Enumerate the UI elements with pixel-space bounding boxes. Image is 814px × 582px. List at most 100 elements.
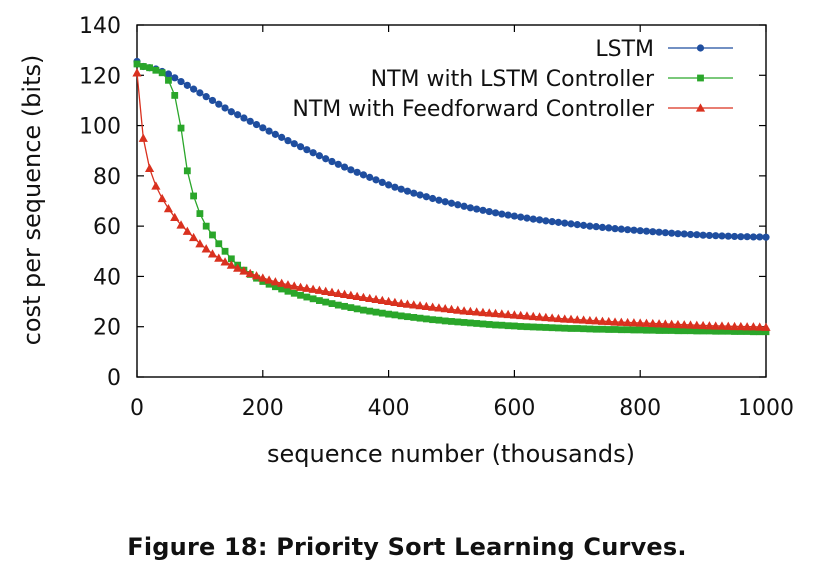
data-point: [661, 327, 669, 334]
data-point: [705, 327, 713, 335]
data-point: [265, 127, 273, 135]
data-point: [315, 152, 324, 160]
data-point: [687, 327, 694, 335]
data-point: [284, 137, 292, 145]
data-point: [479, 206, 487, 214]
data-point: [724, 232, 732, 240]
data-point: [372, 308, 380, 316]
figure-caption: Figure 18: Priority Sort Learning Curves…: [127, 533, 687, 561]
data-point: [170, 212, 180, 222]
data-point: [360, 306, 367, 314]
axes: 0 20 40 60 80 100 120 140 0 200 400 600 800 1000: [79, 14, 794, 421]
data-point: [270, 277, 280, 286]
data-point: [485, 207, 493, 216]
data-point: [251, 271, 262, 280]
data-point: [391, 311, 399, 319]
data-point: [215, 240, 223, 248]
data-point: [460, 319, 468, 326]
data-point: [560, 314, 570, 323]
data-point: [737, 233, 745, 241]
data-point: [523, 214, 531, 222]
data-point: [278, 133, 286, 141]
data-point: [264, 275, 274, 284]
data-point: [610, 317, 620, 326]
data-point: [509, 310, 519, 319]
legend-entry: LSTM: [595, 37, 733, 62]
data-point: [692, 320, 702, 329]
data-point: [402, 299, 413, 308]
data-point: [660, 319, 670, 328]
data-point: [649, 228, 657, 236]
data-point: [648, 318, 658, 328]
data-point: [561, 219, 569, 227]
data-point: [132, 68, 142, 77]
data-point: [214, 253, 224, 262]
data-point: [750, 328, 757, 336]
data-point: [693, 231, 701, 239]
data-point: [152, 66, 160, 74]
data-point: [221, 104, 229, 112]
data-point: [756, 233, 764, 241]
data-point: [503, 309, 513, 319]
data-point: [693, 327, 701, 335]
data-point: [340, 163, 349, 171]
data-point: [220, 257, 230, 266]
data-point: [297, 291, 304, 299]
data-point: [497, 309, 507, 318]
data-point: [592, 325, 600, 333]
data-point: [573, 325, 581, 332]
data-point: [339, 289, 350, 298]
data-point: [190, 192, 198, 200]
data-point: [151, 181, 161, 190]
data-point: [679, 320, 689, 329]
data-point: [528, 311, 538, 321]
data-point: [598, 223, 607, 231]
data-point: [346, 290, 356, 299]
x-tick-label: 0: [130, 396, 144, 421]
data-point: [378, 178, 386, 186]
data-point: [491, 209, 500, 217]
data-point: [403, 187, 412, 195]
data-point: [673, 319, 683, 329]
data-point: [371, 294, 381, 303]
data-point: [189, 232, 199, 242]
data-point: [542, 324, 550, 331]
data-point: [636, 227, 644, 235]
data-point: [649, 326, 657, 334]
data-point: [630, 226, 638, 234]
data-point: [548, 324, 556, 332]
data-point: [358, 292, 369, 301]
data-point: [743, 328, 751, 335]
data-point: [245, 268, 255, 278]
data-point: [534, 312, 545, 321]
data-point: [352, 291, 362, 300]
data-point: [176, 220, 186, 229]
data-point: [171, 92, 179, 99]
data-point: [227, 255, 235, 263]
data-point: [196, 89, 204, 97]
data-point: [592, 223, 600, 231]
data-point: [435, 196, 443, 204]
data-point: [366, 307, 374, 315]
data-point: [655, 327, 663, 334]
data-point: [605, 326, 613, 333]
data-point: [202, 222, 210, 230]
data-point: [158, 69, 166, 77]
data-point: [447, 199, 456, 207]
data-point: [699, 327, 707, 335]
data-point: [435, 316, 443, 324]
data-point: [580, 325, 587, 333]
data-point: [133, 60, 141, 68]
data-point: [460, 202, 468, 210]
data-point: [704, 321, 714, 330]
data-point: [749, 233, 758, 241]
data-point: [157, 193, 167, 203]
data-point: [661, 229, 669, 237]
data-point: [396, 298, 406, 308]
data-point: [341, 302, 348, 310]
data-point: [466, 319, 474, 327]
data-point: [479, 320, 487, 328]
data-point: [385, 310, 392, 318]
data-point: [578, 315, 589, 324]
